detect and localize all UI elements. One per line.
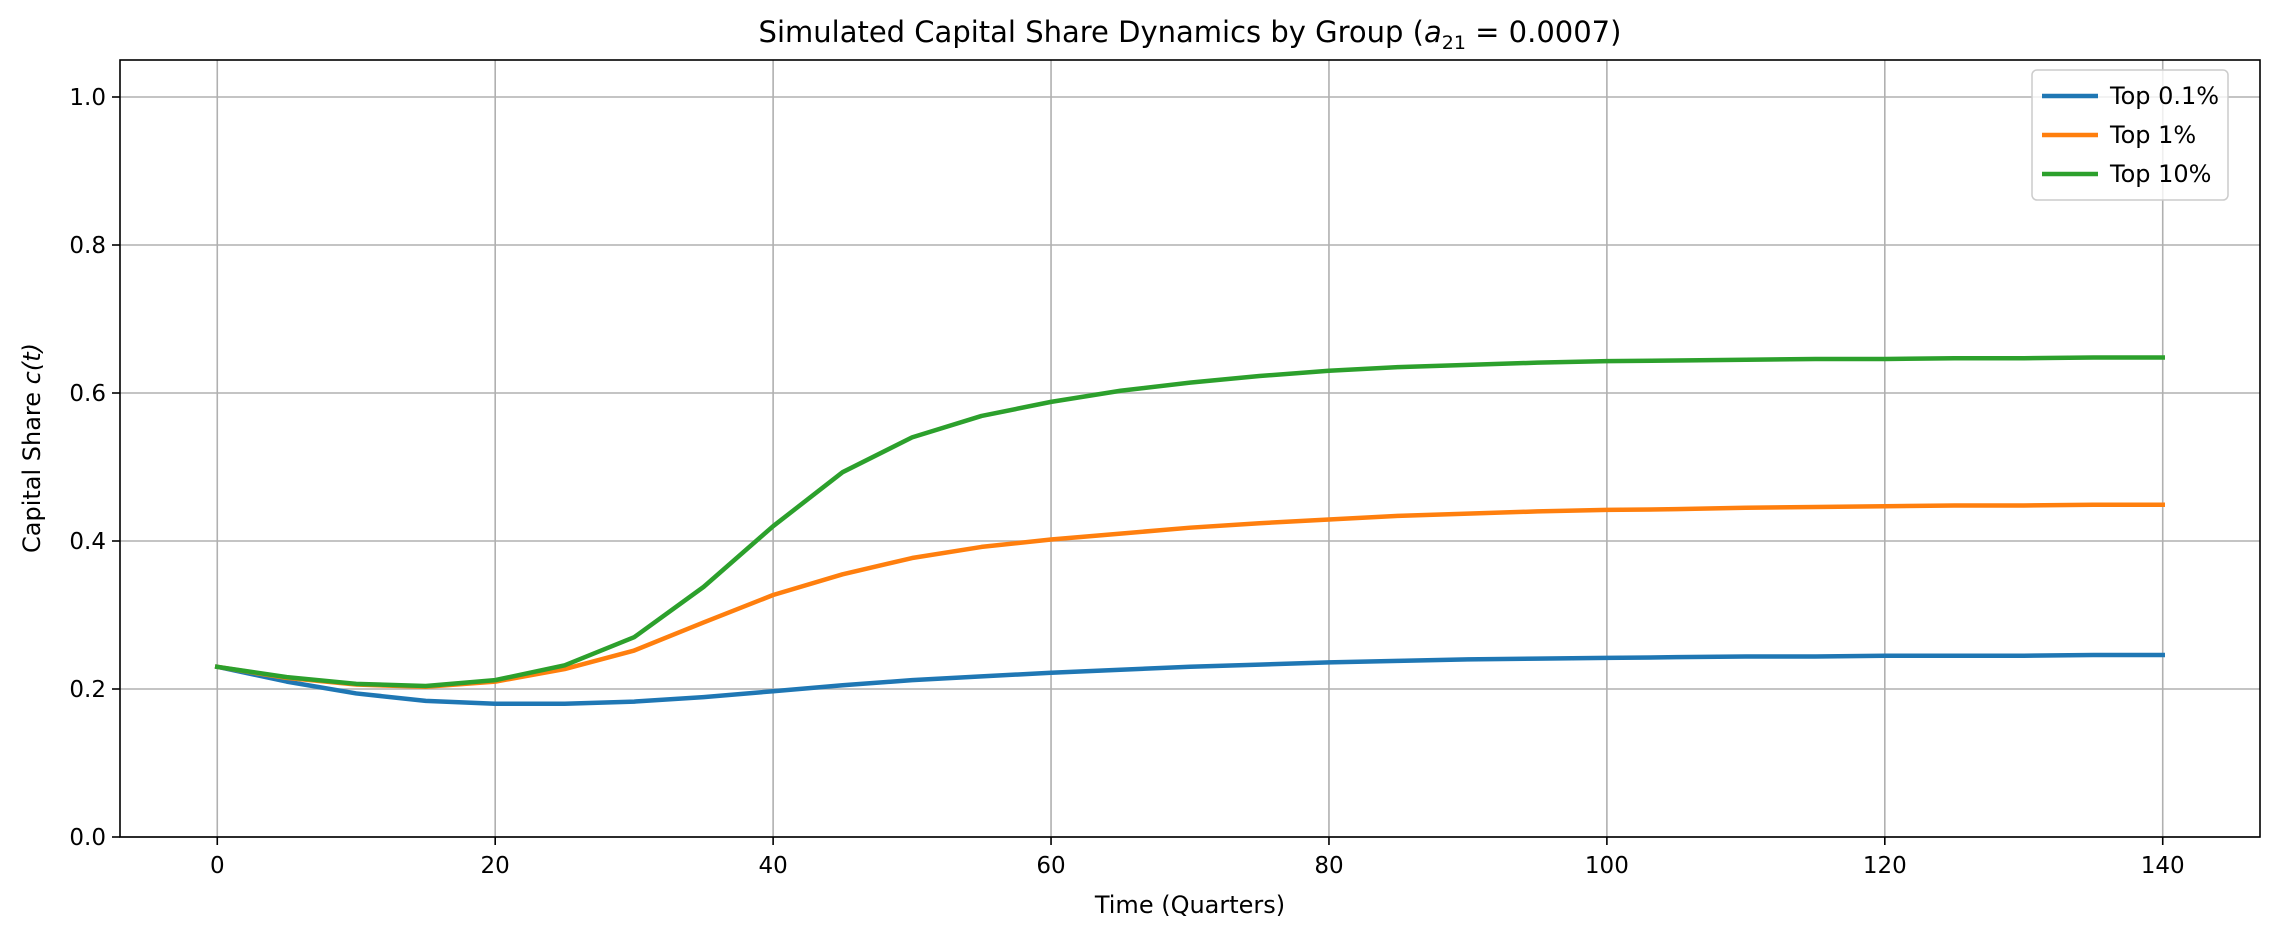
x-tick-label: 80	[1314, 853, 1343, 879]
y-tick-label: 0.0	[69, 825, 106, 851]
x-tick-label: 140	[2141, 853, 2185, 879]
x-tick-label: 120	[1863, 853, 1907, 879]
series-lines	[214, 355, 2165, 707]
y-tick-label: 0.2	[69, 677, 106, 703]
x-axis-label: Time (Quarters)	[1094, 891, 1285, 919]
series-line-0	[214, 652, 2165, 707]
y-tick-label: 0.4	[69, 529, 106, 555]
legend-label-top-1: Top 1%	[2109, 121, 2196, 149]
x-tick-label: 60	[1036, 853, 1065, 879]
grid	[120, 60, 2260, 838]
x-tick-label: 20	[481, 853, 510, 879]
x-tick-label: 0	[210, 853, 225, 879]
legend-label-top-10: Top 10%	[2109, 160, 2211, 188]
legend-label-top-0-1: Top 0.1%	[2109, 82, 2219, 110]
chart-title: Simulated Capital Share Dynamics by Grou…	[759, 15, 1622, 54]
ticks: 0 20 40 60 80 100 120 140 0.0 0.2 0.4 0.6 0.8 1.0	[69, 85, 2184, 879]
x-tick-label: 40	[758, 853, 787, 879]
legend-box	[2031, 69, 2229, 201]
series-line-2	[214, 355, 2165, 689]
x-tick-label: 100	[1585, 853, 1629, 879]
y-tick-label: 0.6	[69, 381, 106, 407]
legend: Top 0.1% Top 1% Top 10%	[2031, 69, 2229, 201]
y-tick-label: 1.0	[69, 85, 106, 111]
plot-frame	[119, 59, 2261, 838]
y-tick-label: 0.8	[69, 233, 106, 259]
y-axis-label: Capital Share c(t)	[18, 343, 46, 553]
series-line-1	[214, 502, 2165, 690]
